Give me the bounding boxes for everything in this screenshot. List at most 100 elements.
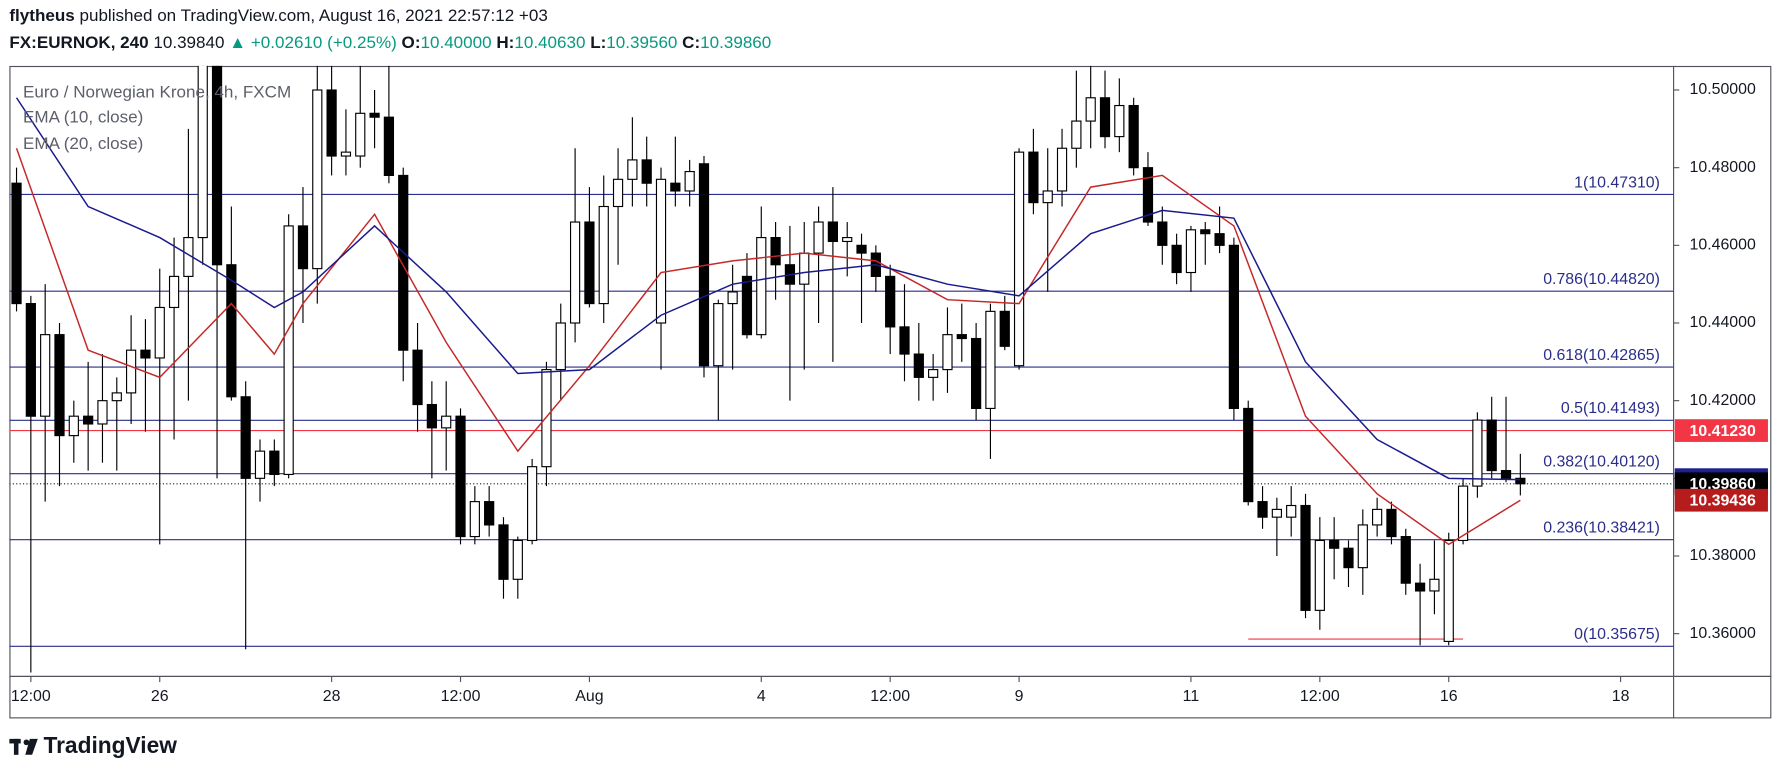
- price-tag-label: 10.39860: [1690, 476, 1756, 493]
- candle-body: [827, 221, 839, 243]
- candle-body: [1414, 582, 1426, 592]
- y-tick-label: 10.42000: [1690, 392, 1756, 409]
- candle-body: [283, 225, 294, 476]
- candle-body: [1386, 508, 1397, 538]
- candle-body: [1228, 244, 1240, 410]
- candle-body: [655, 178, 667, 324]
- price-tag-label: 10.39436: [1690, 493, 1756, 510]
- candle-body: [1372, 508, 1383, 526]
- y-tick-label: 10.48000: [1690, 159, 1756, 176]
- ohlc-key: C:: [682, 33, 700, 52]
- author: flytheus: [9, 5, 74, 24]
- candle-body: [125, 349, 137, 394]
- candle-body: [1200, 229, 1211, 235]
- y-tick-label: 10.44000: [1690, 314, 1756, 331]
- x-tick-label: 26: [151, 688, 169, 705]
- candle-body: [68, 415, 79, 437]
- candle-body: [1114, 104, 1125, 138]
- candle-body: [885, 275, 896, 328]
- y-tick-label: 10.38000: [1690, 547, 1756, 564]
- ohlc-key: H:: [496, 33, 514, 52]
- candle-body: [813, 221, 824, 254]
- candle-body: [441, 415, 452, 429]
- fib-label: 0.618(10.42865): [1543, 347, 1660, 364]
- candle-body: [942, 334, 953, 371]
- y-tick-label: 10.46000: [1690, 237, 1756, 254]
- candle-body: [1071, 120, 1082, 149]
- y-tick-label: 10.36000: [1690, 625, 1756, 642]
- x-tick-label: 12:00: [870, 688, 910, 705]
- candle-body: [1286, 504, 1297, 518]
- legend-entry: EMA (10, close): [23, 108, 143, 127]
- candle-body: [1357, 524, 1368, 569]
- candle-body: [168, 275, 180, 309]
- x-tick-label: 12:00: [1300, 688, 1340, 705]
- candle-body: [54, 334, 65, 437]
- symbol-line: FX:EURNOK, 240 10.39840 ▲ +0.02610 (+0.2…: [9, 33, 771, 52]
- candle-body: [1185, 229, 1197, 274]
- candle-body: [1099, 97, 1111, 138]
- candle-body: [641, 159, 652, 184]
- candle-body: [1500, 469, 1512, 479]
- candle-body: [11, 182, 22, 305]
- candle-body: [569, 221, 581, 324]
- ema-line: [15, 148, 1521, 546]
- candle-body: [1300, 504, 1311, 611]
- candle-body: [1472, 419, 1483, 487]
- logo-icon: [25, 738, 38, 755]
- candle-body: [1429, 578, 1440, 592]
- publisher-line: flytheus published on TradingView.com, A…: [9, 5, 547, 24]
- candle-body: [140, 349, 151, 359]
- candle-body: [1142, 167, 1154, 223]
- candle-body: [727, 291, 738, 305]
- x-tick-label: 12:00: [441, 688, 481, 705]
- ohlc-value: 10.39860: [700, 33, 771, 52]
- x-tick-label: 12:00: [11, 688, 51, 705]
- logo-text: TradingView: [43, 732, 177, 758]
- candle-body: [1329, 539, 1340, 549]
- candle-body: [612, 178, 624, 208]
- candle-body: [369, 112, 380, 118]
- x-tick-label: 28: [323, 688, 341, 705]
- legend-entry: EMA (20, close): [23, 134, 143, 153]
- candle-body: [1314, 539, 1325, 611]
- candle-body: [211, 65, 223, 266]
- fib-label: 0(10.35675): [1574, 626, 1660, 643]
- ohlc-value: 10.40630: [514, 33, 585, 52]
- axes: 10.3600010.3800010.4000010.4200010.44000…: [11, 81, 1768, 705]
- candle-body: [25, 303, 36, 417]
- candle-body: [398, 174, 409, 351]
- candle-body: [469, 501, 480, 538]
- fib-label: 0.786(10.44820): [1543, 271, 1660, 288]
- candle-body: [555, 322, 566, 371]
- ohlc-value: 10.40000: [420, 33, 491, 52]
- candle-body: [97, 400, 108, 425]
- candle-body: [297, 225, 309, 270]
- candle-body: [512, 539, 523, 580]
- candle-body: [627, 159, 638, 180]
- candle-body: [770, 237, 781, 266]
- candles: [11, 65, 1526, 673]
- candle-body: [1271, 508, 1282, 518]
- fib-label: 0.236(10.38421): [1543, 519, 1660, 536]
- candle-body: [426, 403, 437, 429]
- candle-body: [670, 182, 681, 192]
- candle-body: [928, 369, 939, 378]
- candle-body: [985, 310, 996, 410]
- candle-body: [913, 353, 924, 378]
- candle-body: [899, 326, 910, 355]
- candle-body: [541, 369, 552, 468]
- candle-body: [1343, 547, 1354, 569]
- ohlc-value: 10.39560: [606, 33, 677, 52]
- candle-body: [269, 450, 280, 476]
- candle-body: [1515, 477, 1526, 485]
- candle-body: [412, 349, 423, 406]
- candle-body: [197, 65, 208, 239]
- ohlc-key: L:: [590, 33, 606, 52]
- x-tick-label: 18: [1612, 688, 1630, 705]
- candle-body: [355, 112, 366, 157]
- candle-body: [254, 450, 266, 479]
- symbol: FX:EURNOK, 240: [9, 33, 148, 52]
- candle-body: [1443, 539, 1454, 642]
